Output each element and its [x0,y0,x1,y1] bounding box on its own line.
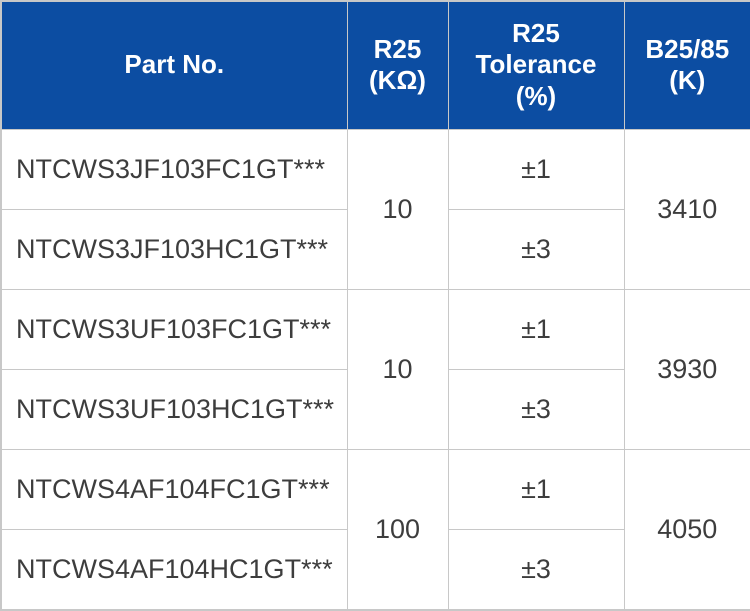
r25-value-cell: 100 [346,449,449,611]
b25-85-value-cell: 4050 [623,449,750,611]
header-b25-85: B25/85 (K) [623,0,750,130]
tolerance-cell: ±1 [447,288,625,370]
tolerance-cell: ±3 [447,368,625,451]
tolerance-cell: ±3 [447,208,625,290]
b25-85-value-cell: 3410 [623,128,750,290]
tolerance-cell: ±1 [447,449,625,531]
header-row: Part No. R25 (KΩ) R25 Tolerance (%) B25/… [0,0,750,130]
table-row: NTCWS4AF104HC1GT*** ±3 [0,529,750,611]
b25-85-value-cell: 3930 [623,288,750,451]
part-number-cell: NTCWS3UF103HC1GT*** [0,368,348,451]
table-row: NTCWS4AF104FC1GT*** 100 ±1 4050 [0,449,750,611]
header-r25-tolerance: R25 Tolerance (%) [447,0,625,130]
r25-value-cell: 10 [346,288,449,451]
table-row: NTCWS3UF103HC1GT*** ±3 [0,368,750,451]
header-r25: R25 (KΩ) [346,0,449,130]
part-number-cell: NTCWS4AF104HC1GT*** [0,529,348,611]
table-row: NTCWS3JF103HC1GT*** ±3 [0,208,750,290]
table-row: NTCWS3UF103FC1GT*** 10 ±1 3930 [0,288,750,451]
table-body: NTCWS3JF103FC1GT*** 10 ±1 3410 NTCWS3JF1… [0,128,750,611]
part-number-cell: NTCWS3JF103HC1GT*** [0,208,348,290]
table-row: NTCWS3JF103FC1GT*** 10 ±1 3410 [0,128,750,290]
header-part-no: Part No. [0,0,348,130]
tolerance-cell: ±3 [447,529,625,611]
tolerance-cell: ±1 [447,128,625,210]
part-number-cell: NTCWS4AF104FC1GT*** [0,449,348,531]
r25-value-cell: 10 [346,128,449,290]
part-number-cell: NTCWS3UF103FC1GT*** [0,288,348,370]
part-number-cell: NTCWS3JF103FC1GT*** [0,128,348,210]
table-header: Part No. R25 (KΩ) R25 Tolerance (%) B25/… [0,0,750,130]
